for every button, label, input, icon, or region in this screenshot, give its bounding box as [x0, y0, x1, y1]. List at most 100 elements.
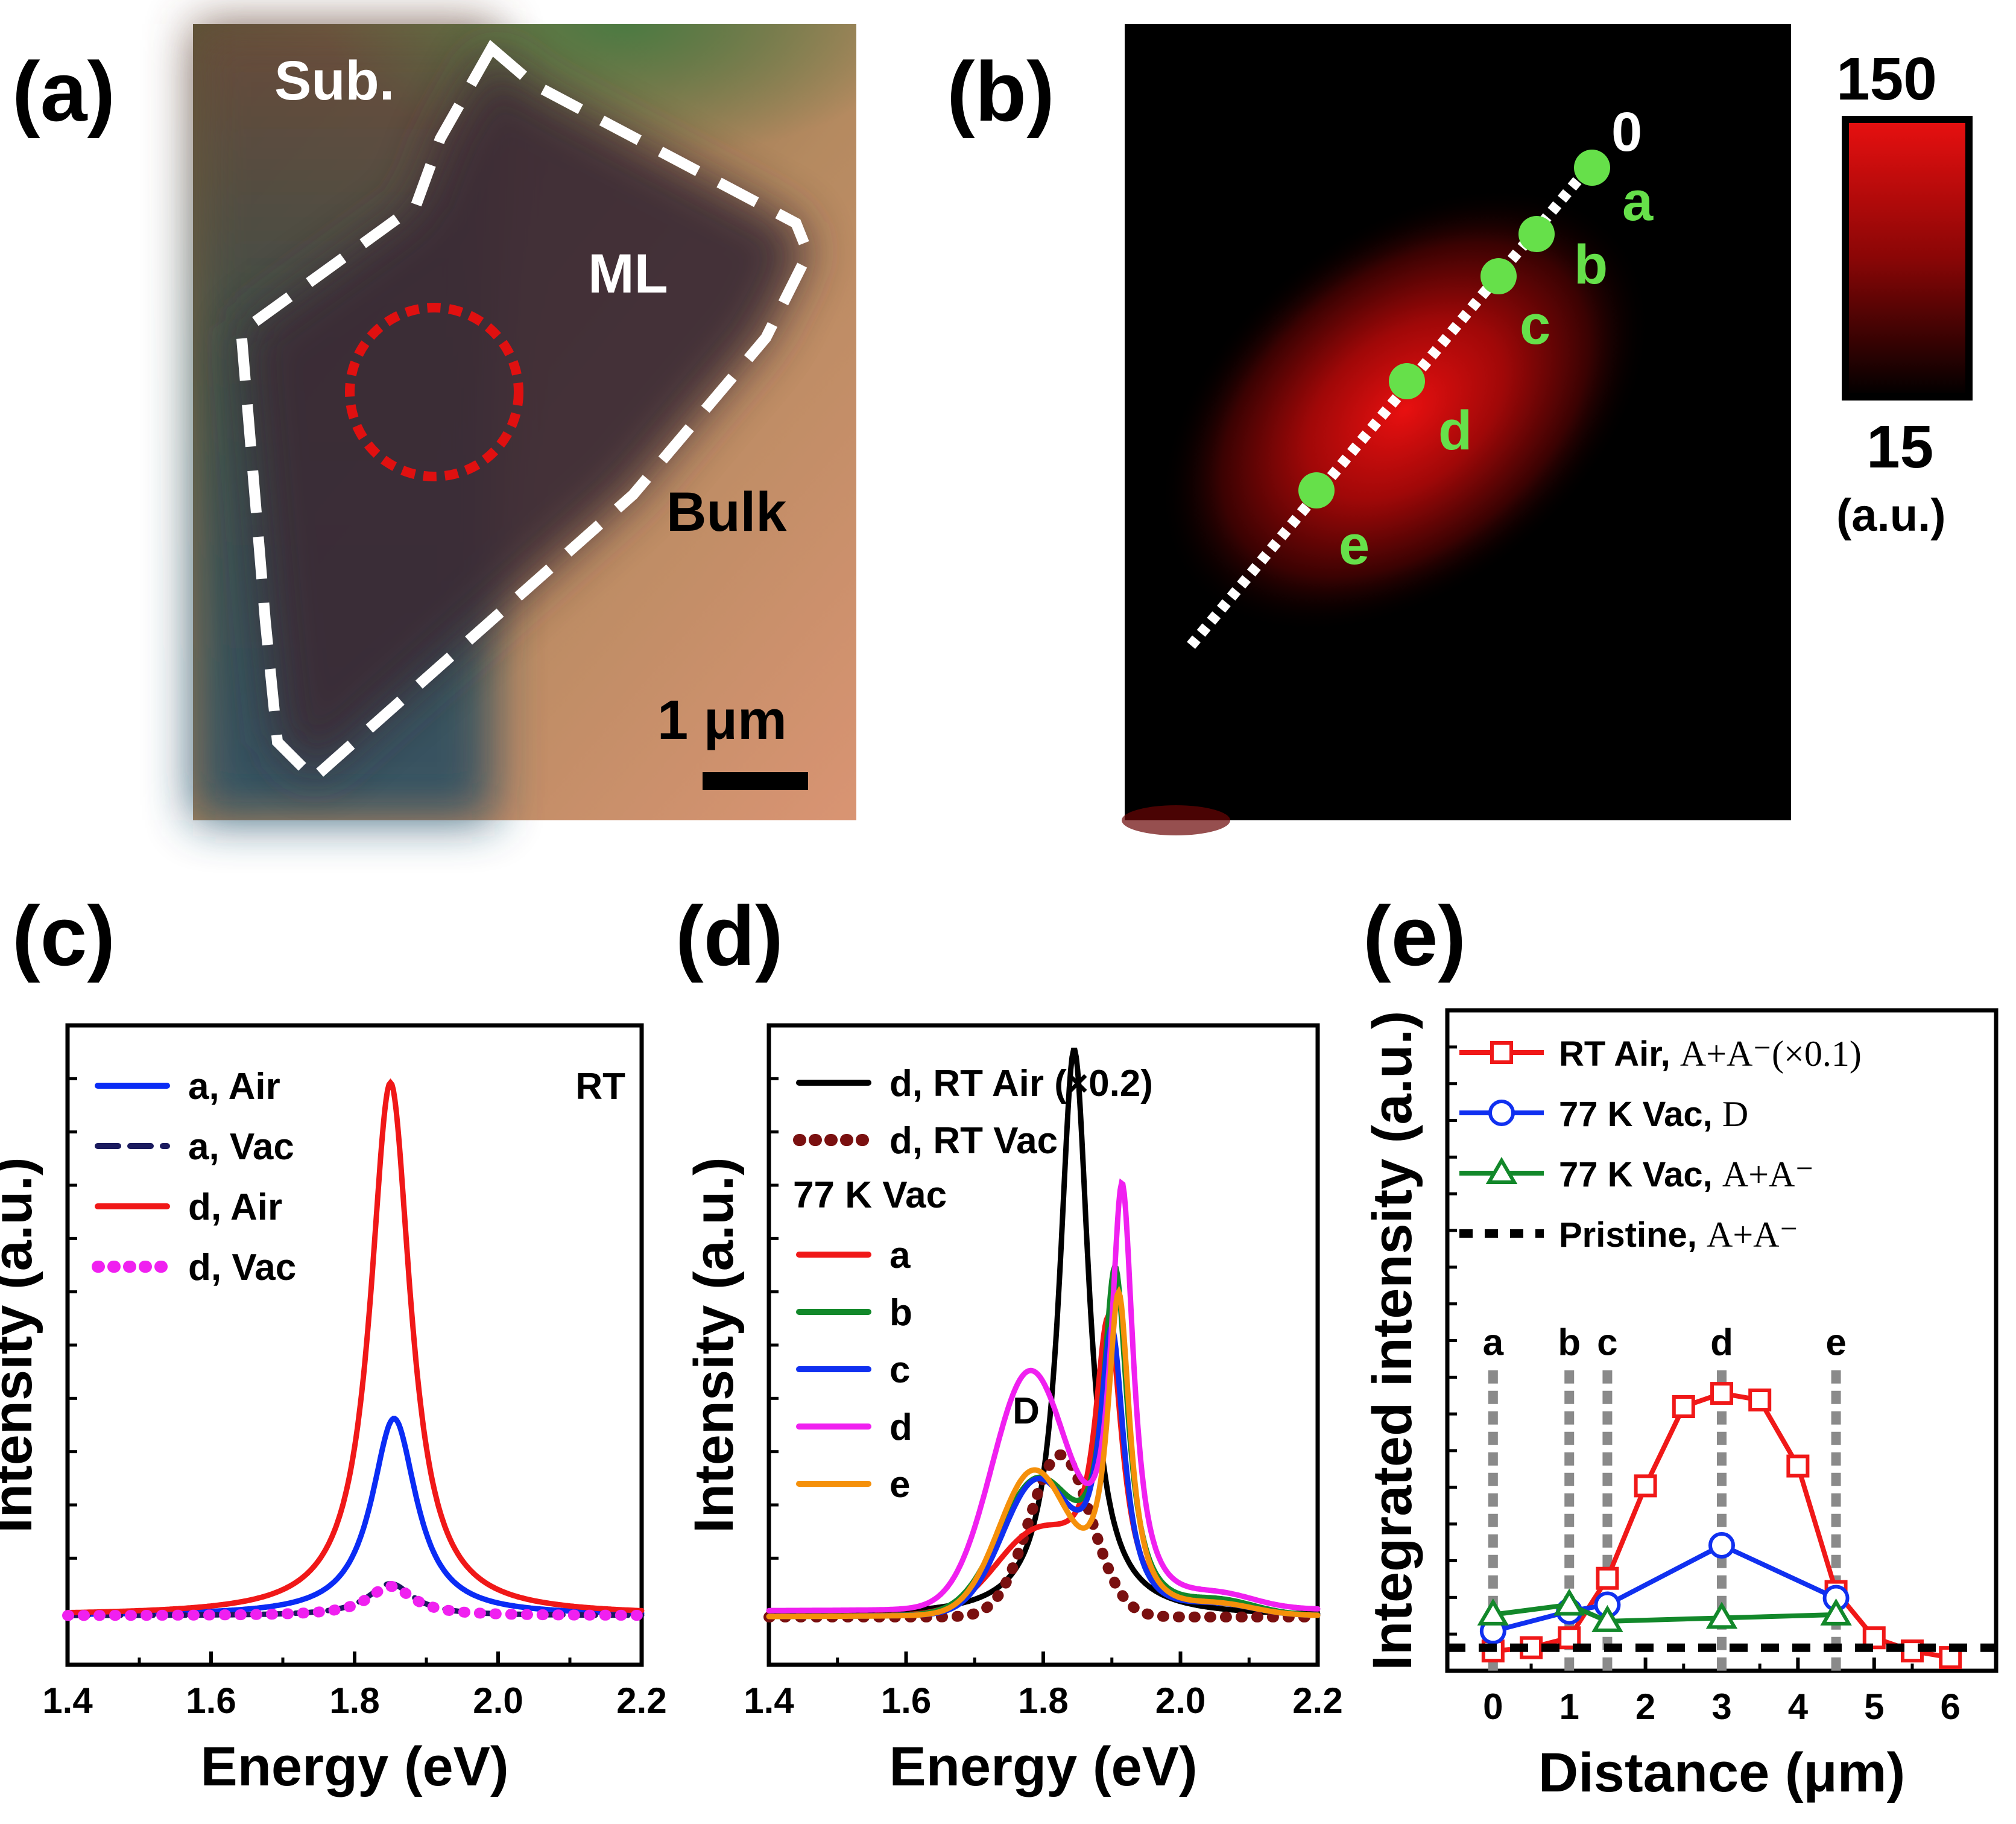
defect-peak-annotation: D — [1013, 1390, 1040, 1432]
panel-e-label: (e) — [1363, 888, 1466, 983]
point-a-label: a — [1622, 171, 1654, 232]
x-tick-label: 1.6 — [881, 1680, 931, 1721]
legend-label-2: a — [890, 1235, 911, 1276]
data-point-s2-0 — [1477, 1598, 1509, 1626]
y-axis-label: Integrated intensity (a.u.) — [1362, 1011, 1423, 1671]
position-marker-label-a: a — [1483, 1322, 1504, 1363]
data-point-s0-3 — [1596, 1566, 1619, 1590]
legend-label-3: b — [890, 1292, 912, 1334]
sub-label: Sub. — [274, 50, 394, 112]
x-axis-label: Distance (μm) — [1538, 1742, 1905, 1803]
x-tick-label: 5 — [1864, 1686, 1884, 1727]
series-line-3 — [62, 1580, 647, 1621]
legend-label-1: a, Vac — [188, 1126, 294, 1168]
bulk-label: Bulk — [666, 481, 787, 543]
legend-name-1: 77 K Vac, — [1559, 1095, 1722, 1134]
x-axis-label: Energy (eV) — [889, 1736, 1197, 1797]
data-point-s2-4 — [1820, 1598, 1852, 1626]
scale-bar — [703, 772, 808, 790]
legend-formula-0: A+A⁻(×0.1) — [1680, 1034, 1862, 1074]
legend-label-5: d — [890, 1407, 912, 1448]
series-line-3 — [766, 1262, 1321, 1620]
legend-label-0: RT Air, A+A⁻(×0.1) — [1559, 1034, 1862, 1074]
panel-b: (b) 0 a b c d e 150 15 (a.u.) — [947, 24, 1973, 835]
point-b — [1518, 216, 1555, 252]
data-point-s0-6 — [1710, 1382, 1733, 1405]
colorbar — [1842, 116, 1973, 401]
x-tick-label: 2.2 — [1292, 1680, 1342, 1721]
y-axis-label: Intensity (a.u.) — [683, 1157, 745, 1533]
position-marker-label-d: d — [1710, 1322, 1733, 1363]
laser-spot — [345, 303, 523, 481]
x-tick-label: 2.0 — [1155, 1680, 1205, 1721]
position-marker-label-b: b — [1558, 1322, 1581, 1363]
legend-marker-1 — [1488, 1100, 1515, 1126]
point-e-label: e — [1339, 515, 1370, 576]
legend-group-title: 77 K Vac — [793, 1174, 947, 1216]
pl-edge-spot — [1122, 805, 1230, 835]
point-c-label: c — [1520, 294, 1550, 356]
legend-label-3: d, Vac — [188, 1247, 296, 1288]
x-tick-label: 6 — [1940, 1686, 1960, 1727]
x-tick-label: 2.2 — [616, 1680, 666, 1721]
legend-name-3: Pristine, — [1559, 1215, 1707, 1255]
legend-label-2: d, Air — [188, 1186, 282, 1228]
x-axis-label: Energy (eV) — [200, 1736, 508, 1797]
legend-label-1: 77 K Vac, D — [1559, 1094, 1748, 1134]
plot-c: 1.4 1.6 1.8 2.0 2.2 Energy (eV) Intensity (a.u… — [0, 1023, 667, 1797]
panel-c-label: (c) — [12, 888, 115, 983]
ml-outline — [235, 40, 814, 786]
legend-label-1: d, RT Vac — [890, 1120, 1058, 1162]
point-b-label: b — [1574, 234, 1608, 296]
y-axis-label: Intensity (a.u.) — [0, 1157, 43, 1533]
legend-label-2: 77 K Vac, A+A⁻ — [1559, 1154, 1814, 1194]
point-a — [1574, 150, 1610, 186]
panel-d-label: (d) — [675, 888, 783, 983]
legend-label-3: Pristine, A+A⁻ — [1559, 1215, 1798, 1255]
panel-d: (d) 1.4 1.6 1.8 2.0 2.2 Energy (eV) Intensity … — [675, 888, 1343, 1797]
legend-marker-2 — [1485, 1157, 1518, 1184]
rt-annotation: RT — [575, 1066, 625, 1107]
plot-frame — [65, 1023, 644, 1667]
point-d-label: d — [1438, 400, 1472, 461]
legend-label-0: a, Air — [188, 1066, 280, 1107]
point-d — [1389, 363, 1425, 399]
x-tick-label: 1.4 — [744, 1680, 794, 1721]
series-line-6 — [766, 1285, 1321, 1620]
plot-d: 1.4 1.6 1.8 2.0 2.2 Energy (eV) Intensity (a.u… — [683, 1023, 1343, 1797]
legend-marker-0 — [1490, 1041, 1513, 1064]
data-point-s0-4 — [1634, 1474, 1657, 1498]
colorbar-unit: (a.u.) — [1836, 490, 1946, 541]
x-tick-label: 1 — [1559, 1686, 1579, 1727]
colorbar-max: 150 — [1836, 45, 1937, 113]
data-point-s2-2 — [1591, 1604, 1623, 1632]
data-point-s0-5 — [1672, 1395, 1695, 1418]
data-point-s2-1 — [1553, 1588, 1585, 1616]
point-0-label: 0 — [1611, 101, 1642, 163]
legend-label-6: e — [890, 1464, 910, 1506]
position-marker-label-c: c — [1597, 1322, 1617, 1363]
data-point-s1-3 — [1708, 1531, 1735, 1559]
panel-a: (a) Sub. ML Bulk 1 μm — [12, 24, 856, 820]
legend-label-0: d, RT Air (×0.2) — [890, 1063, 1153, 1104]
legend-label-4: c — [890, 1349, 910, 1391]
point-c — [1480, 258, 1517, 294]
series-line-5 — [766, 1178, 1321, 1613]
x-tick-label: 0 — [1483, 1686, 1503, 1727]
data-point-s0-7 — [1748, 1389, 1772, 1412]
data-point-s0-8 — [1786, 1454, 1810, 1478]
x-tick-label: 1.8 — [329, 1680, 379, 1721]
panel-e: (e) 0 1 2 3 4 5 6 Distance (μm) Integrated inten… — [1362, 888, 1999, 1803]
x-tick-label: 1.8 — [1018, 1680, 1068, 1721]
data-point-s2-3 — [1705, 1601, 1738, 1629]
x-tick-label: 2.0 — [473, 1680, 523, 1721]
legend-formula-2: A+A⁻ — [1722, 1154, 1814, 1194]
plot-e: 0 1 2 3 4 5 6 Distance (μm) Integrated intensity… — [1362, 1008, 1999, 1803]
x-tick-label: 1.6 — [186, 1680, 236, 1721]
legend-name-0: RT Air, — [1559, 1034, 1680, 1074]
panel-b-label: (b) — [947, 44, 1055, 139]
panel-c: (c) 1.4 1.6 1.8 2.0 2.2 Energy (eV) Intensity … — [0, 888, 667, 1797]
position-marker-label-e: e — [1825, 1322, 1846, 1363]
x-tick-label: 1.4 — [42, 1680, 93, 1721]
